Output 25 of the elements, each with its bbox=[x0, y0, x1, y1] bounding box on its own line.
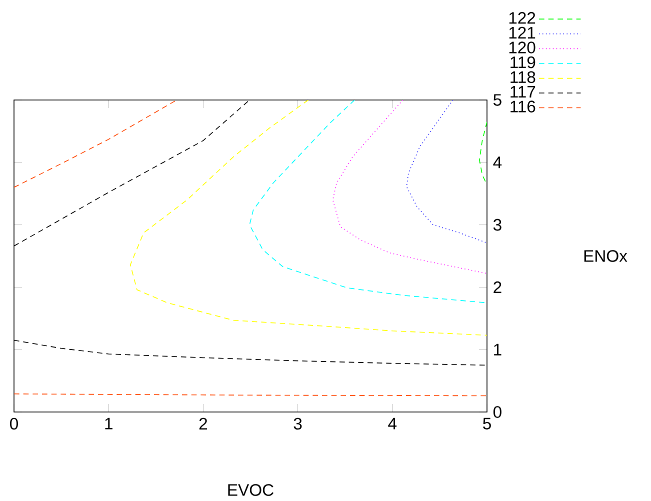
line-series bbox=[130, 100, 487, 336]
legend-label: 122 bbox=[509, 12, 536, 24]
y-tick-label: 1 bbox=[494, 344, 502, 356]
line-series bbox=[332, 100, 487, 274]
legend-label: 120 bbox=[509, 42, 536, 54]
x-tick-label: 3 bbox=[294, 418, 302, 430]
legend-label: 116 bbox=[510, 100, 536, 112]
y-tick-label: 4 bbox=[493, 156, 502, 168]
x-axis-title: EVOC bbox=[228, 484, 274, 496]
x-tick-label: 0 bbox=[10, 418, 18, 430]
legend-label: 118 bbox=[510, 71, 536, 84]
x-tick-label: 4 bbox=[388, 418, 397, 430]
y-tick-label: 2 bbox=[494, 281, 502, 294]
line-series bbox=[406, 100, 487, 244]
line-series bbox=[249, 100, 487, 304]
y-tick-label: 0 bbox=[493, 406, 502, 418]
x-tick-label: 5 bbox=[483, 418, 491, 430]
y-tick-label: 5 bbox=[493, 94, 502, 106]
legend-label: 119 bbox=[510, 56, 536, 68]
legend-label: 117 bbox=[510, 86, 536, 98]
x-tick-label: 1 bbox=[105, 418, 112, 430]
y-axis-title: ENOx bbox=[584, 250, 628, 262]
x-tick-label: 2 bbox=[199, 418, 207, 430]
legend-label: 121 bbox=[509, 26, 536, 38]
y-tick-label: 3 bbox=[493, 218, 502, 231]
